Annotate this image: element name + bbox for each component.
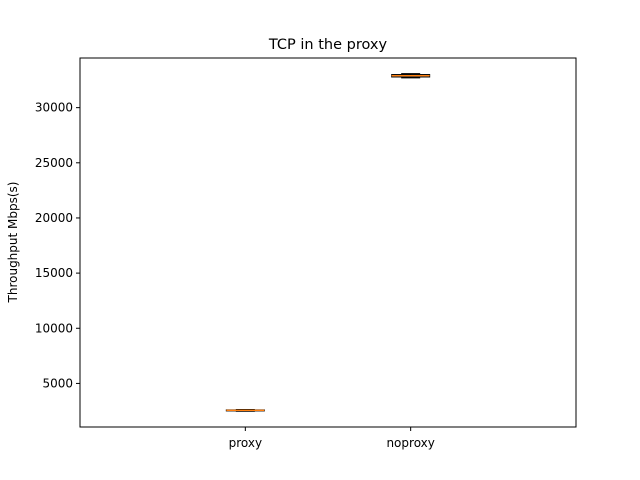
y-tick-label: 5000 <box>42 376 73 390</box>
y-axis-label: Throughput Mbps(s) <box>6 182 20 304</box>
x-tick-label-proxy: proxy <box>229 436 262 450</box>
y-tick-label: 25000 <box>35 156 73 170</box>
y-tick-label: 20000 <box>35 211 73 225</box>
chart-title: TCP in the proxy <box>268 37 388 53</box>
y-tick-label: 10000 <box>35 321 73 335</box>
y-tick-label: 30000 <box>35 101 73 115</box>
plot-area: 5000 10000 15000 20000 25000 30000 proxy noprox… <box>35 73 435 450</box>
y-tick-label: 15000 <box>35 266 73 280</box>
x-tick-label-noproxy: noproxy <box>386 436 434 450</box>
axes-frame <box>79 57 577 428</box>
